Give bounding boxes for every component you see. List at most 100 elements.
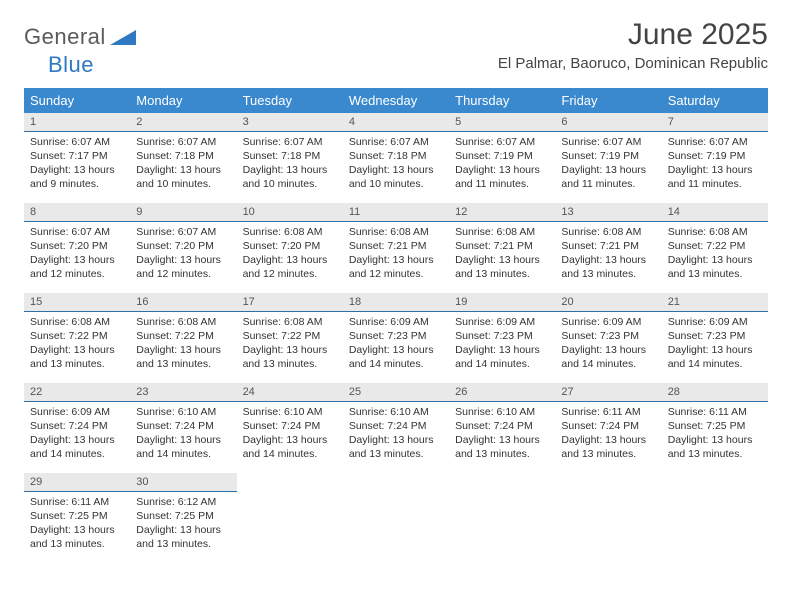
sunrise-text: Sunrise: 6:09 AM — [455, 315, 549, 329]
daylight-text-1: Daylight: 13 hours — [349, 253, 443, 267]
day-number-cell — [449, 473, 555, 491]
daylight-text-2: and 12 minutes. — [136, 267, 230, 281]
daylight-text-1: Daylight: 13 hours — [561, 433, 655, 447]
day-number-row: 15161718192021 — [24, 293, 768, 311]
day-content-cell — [237, 491, 343, 563]
daylight-text-1: Daylight: 13 hours — [30, 343, 124, 357]
day-content-cell: Sunrise: 6:07 AMSunset: 7:19 PMDaylight:… — [555, 131, 661, 203]
day-number-cell: 2 — [130, 113, 236, 131]
daylight-text-2: and 13 minutes. — [136, 357, 230, 371]
daylight-text-2: and 13 minutes. — [668, 447, 762, 461]
daylight-text-2: and 10 minutes. — [136, 177, 230, 191]
day-number-cell: 11 — [343, 203, 449, 221]
day-content-cell: Sunrise: 6:09 AMSunset: 7:23 PMDaylight:… — [555, 311, 661, 383]
triangle-icon — [110, 27, 136, 52]
day-number-cell: 4 — [343, 113, 449, 131]
location-text: El Palmar, Baoruco, Dominican Republic — [498, 55, 768, 72]
day-content-row: Sunrise: 6:08 AMSunset: 7:22 PMDaylight:… — [24, 311, 768, 383]
sunset-text: Sunset: 7:24 PM — [561, 419, 655, 433]
day-number-cell: 7 — [662, 113, 768, 131]
day-number-cell — [343, 473, 449, 491]
day-content-cell: Sunrise: 6:08 AMSunset: 7:20 PMDaylight:… — [237, 221, 343, 293]
sunset-text: Sunset: 7:18 PM — [349, 149, 443, 163]
daylight-text-2: and 14 minutes. — [668, 357, 762, 371]
sunrise-text: Sunrise: 6:07 AM — [136, 135, 230, 149]
day-number-row: 891011121314 — [24, 203, 768, 221]
day-content-cell — [343, 491, 449, 563]
daylight-text-1: Daylight: 13 hours — [561, 253, 655, 267]
day-number-cell: 12 — [449, 203, 555, 221]
daylight-text-2: and 13 minutes. — [455, 267, 549, 281]
daylight-text-2: and 13 minutes. — [30, 357, 124, 371]
daylight-text-2: and 13 minutes. — [136, 537, 230, 551]
daylight-text-1: Daylight: 13 hours — [349, 433, 443, 447]
daylight-text-2: and 13 minutes. — [668, 267, 762, 281]
weekday-header: Friday — [555, 88, 661, 113]
daylight-text-2: and 14 minutes. — [30, 447, 124, 461]
day-number-cell: 23 — [130, 383, 236, 401]
sunrise-text: Sunrise: 6:08 AM — [136, 315, 230, 329]
day-number-cell: 22 — [24, 383, 130, 401]
sunrise-text: Sunrise: 6:08 AM — [455, 225, 549, 239]
day-number-cell: 14 — [662, 203, 768, 221]
sunrise-text: Sunrise: 6:08 AM — [30, 315, 124, 329]
daylight-text-2: and 13 minutes. — [455, 447, 549, 461]
day-content-row: Sunrise: 6:07 AM Sunset: 7:20 PM Daylight:… — [24, 221, 768, 293]
daylight-text-2: and 12 minutes. — [30, 267, 124, 281]
sunset-text: Sunset: 7:25 PM — [30, 509, 124, 523]
day-content-cell: Sunrise: 6:08 AMSunset: 7:22 PMDaylight:… — [662, 221, 768, 293]
daylight-text-2: and 14 minutes. — [561, 357, 655, 371]
sunset-text: Sunset: 7:24 PM — [243, 419, 337, 433]
day-content-cell: Sunrise: 6:07 AMSunset: 7:20 PMDaylight:… — [130, 221, 236, 293]
day-content-cell: Sunrise: 6:09 AMSunset: 7:24 PMDaylight:… — [24, 401, 130, 473]
day-content-cell: Sunrise: 6:10 AMSunset: 7:24 PMDaylight:… — [449, 401, 555, 473]
sunrise-text: Sunrise: 6:09 AM — [668, 315, 762, 329]
sunset-text: Sunset: 7:21 PM — [455, 239, 549, 253]
day-number-cell: 5 — [449, 113, 555, 131]
daylight-text-1: Daylight: 13 hours — [349, 343, 443, 357]
day-number-cell: 24 — [237, 383, 343, 401]
sunrise-text: Sunrise: 6:08 AM — [243, 225, 337, 239]
sunset-text: Sunset: 7:20 PM — [136, 239, 230, 253]
daylight-text-1: Daylight: 13 hours — [136, 163, 230, 177]
sunrise-text: Sunrise: 6:08 AM — [243, 315, 337, 329]
sunrise-text: Sunrise: 6:11 AM — [30, 495, 124, 509]
daylight-text-2: and 12 minutes. — [349, 267, 443, 281]
sunrise-text: Sunrise: 6:10 AM — [136, 405, 230, 419]
sunrise-text: Sunrise: 6:07 AM — [349, 135, 443, 149]
daylight-text-1: Daylight: 13 hours — [455, 433, 549, 447]
month-title: June 2025 — [498, 18, 768, 51]
sunrise-text: Sunrise: 6:08 AM — [561, 225, 655, 239]
daylight-text-1: Daylight: 13 hours — [455, 163, 549, 177]
sunset-text: Sunset: 7:23 PM — [455, 329, 549, 343]
daylight-text-2: and 11 minutes. — [668, 177, 762, 191]
daylight-text-1: Daylight: 13 hours — [668, 163, 762, 177]
sunset-text: Sunset: 7:23 PM — [561, 329, 655, 343]
day-content-cell: Sunrise: 6:12 AMSunset: 7:25 PMDaylight:… — [130, 491, 236, 563]
day-content-cell: Sunrise: 6:07 AMSunset: 7:18 PMDaylight:… — [237, 131, 343, 203]
weekday-header: Monday — [130, 88, 236, 113]
day-number-cell — [237, 473, 343, 491]
daylight-text-2: and 9 minutes. — [30, 177, 124, 191]
day-content-cell: Sunrise: 6:11 AMSunset: 7:25 PMDaylight:… — [24, 491, 130, 563]
day-content-cell: Sunrise: 6:07 AMSunset: 7:19 PMDaylight:… — [662, 131, 768, 203]
day-number-cell: 29 — [24, 473, 130, 491]
sunrise-text: Sunrise: 6:10 AM — [349, 405, 443, 419]
daylight-text-1: Daylight: 13 hours — [136, 343, 230, 357]
day-content-cell: Sunrise: 6:10 AMSunset: 7:24 PMDaylight:… — [130, 401, 236, 473]
weekday-header-row: Sunday Monday Tuesday Wednesday Thursday… — [24, 88, 768, 113]
day-number-cell: 10 — [237, 203, 343, 221]
daylight-text-2: and 12 minutes. — [243, 267, 337, 281]
day-content-cell: Sunrise: 6:10 AMSunset: 7:24 PMDaylight:… — [237, 401, 343, 473]
daylight-text-2: and 13 minutes. — [349, 447, 443, 461]
day-content-cell — [662, 491, 768, 563]
daylight-text-2: and 10 minutes. — [349, 177, 443, 191]
brand-logo: General Blue — [24, 18, 136, 78]
sunset-text: Sunset: 7:22 PM — [243, 329, 337, 343]
day-number-cell: 13 — [555, 203, 661, 221]
sunrise-text: Sunrise: 6:08 AM — [668, 225, 762, 239]
day-number-cell: 28 — [662, 383, 768, 401]
day-number-cell: 25 — [343, 383, 449, 401]
sunrise-text: Sunrise: 6:10 AM — [243, 405, 337, 419]
sunrise-text: Sunrise: 6:07 AM — [30, 225, 124, 239]
